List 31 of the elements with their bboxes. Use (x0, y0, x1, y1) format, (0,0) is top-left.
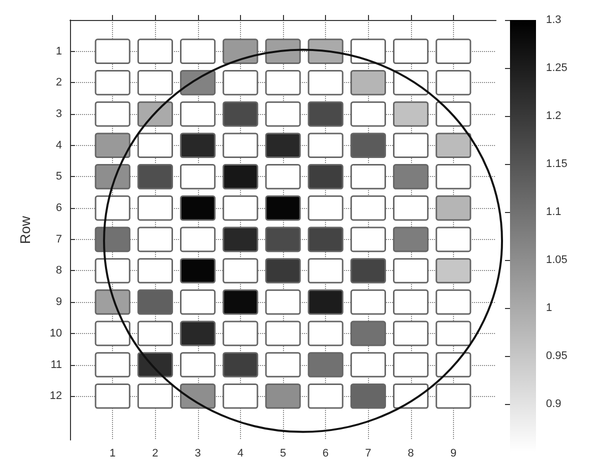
color-bar-label: 1.05 (546, 254, 568, 266)
color-bar-label: 1.1 (546, 206, 562, 218)
color-bar-label: 1.15 (546, 158, 568, 170)
y-tick-label: 3 (56, 108, 62, 120)
y-tick-label: 7 (56, 233, 62, 246)
x-tick-label: 4 (237, 448, 244, 460)
color-bar-label: 1.25 (546, 62, 568, 74)
y-tick-label: 12 (50, 390, 62, 402)
x-tick-label: 5 (280, 448, 286, 460)
x-tick-label: 3 (194, 448, 201, 460)
y-axis-title: Row (17, 215, 33, 244)
y-tick-label: 5 (56, 170, 62, 183)
x-tick-label: 2 (152, 448, 158, 460)
x-tick-label: 9 (450, 448, 456, 460)
y-tick-label: 8 (56, 264, 62, 277)
x-tick-label: 8 (408, 448, 414, 460)
color-bar-label: 1.2 (546, 110, 562, 122)
color-bar-label: 1 (546, 302, 552, 314)
y-tick-label: 10 (50, 327, 62, 340)
x-tick-label: 1 (110, 448, 116, 460)
x-tick-label: 7 (365, 448, 372, 460)
color-bar-label: 1.3 (546, 14, 562, 26)
color-bar-label: 0.95 (546, 350, 568, 362)
x-tick-label: 6 (322, 448, 329, 460)
color-bar-label: 0.9 (546, 398, 562, 410)
y-tick-label: 11 (50, 358, 62, 371)
y-tick-label: 1 (56, 45, 62, 58)
y-tick-label: 9 (56, 296, 62, 308)
y-tick-label: 6 (56, 202, 62, 214)
y-tick-label: 4 (56, 139, 62, 152)
y-tick-label: 2 (56, 76, 62, 89)
